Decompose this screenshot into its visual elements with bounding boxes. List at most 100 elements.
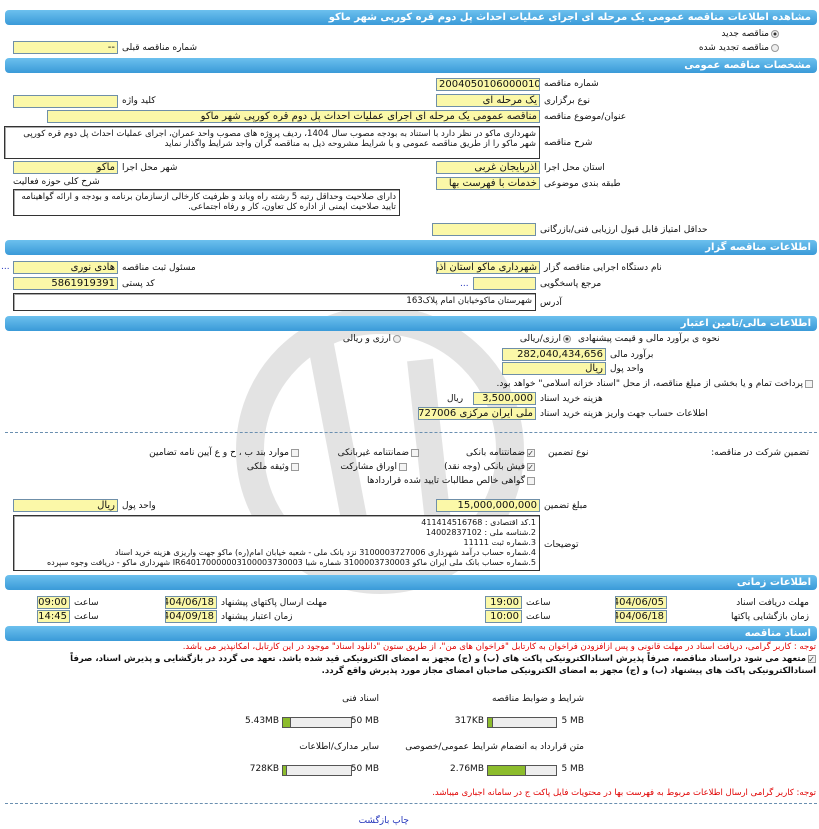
time-label: ساعت	[526, 612, 551, 622]
opening-time[interactable]: 10:00	[485, 610, 522, 623]
submit-deadline-time[interactable]: 09:00	[37, 596, 70, 609]
file-progress-fill	[283, 718, 292, 727]
prev-number-field[interactable]: --	[13, 41, 118, 54]
guarantee-nonbank[interactable]: ضمانتنامه غیربانکی	[338, 448, 419, 458]
checkbox-icon[interactable]: ✓	[808, 654, 816, 664]
holding-type-field[interactable]: یک مرحله ای	[436, 94, 540, 107]
divider	[5, 803, 817, 804]
checkbox-icon[interactable]	[291, 448, 299, 457]
city-field[interactable]: ماکو	[13, 161, 118, 174]
section-timing: اطلاعات زمانی	[5, 575, 817, 590]
submit-deadline-date[interactable]: 1404/06/18	[165, 596, 217, 609]
checkbox-label: ضمانتنامه بانکی	[466, 448, 525, 458]
radio-icon[interactable]	[771, 43, 779, 52]
subject-field[interactable]: مناقصه عمومی یک مرحله ای اجرای عملیات اح…	[47, 110, 540, 123]
responsible-label: مسئول ثبت مناقصه	[122, 263, 196, 273]
notes-label: توضیحات	[544, 540, 579, 550]
guarantee-property[interactable]: وثیقه ملکی	[247, 462, 299, 472]
file-size[interactable]: 2.76MB	[450, 764, 484, 774]
currency-field[interactable]: ریال	[502, 362, 606, 375]
radio-icon[interactable]	[563, 334, 571, 343]
section-general: مشخصات مناقصه عمومی	[5, 58, 817, 73]
responsible-more-link[interactable]: ...	[1, 262, 10, 272]
checkbox-icon[interactable]	[399, 462, 407, 471]
opening-date[interactable]: 1404/06/18	[615, 610, 667, 623]
radio-label: ارزی و ریالی	[342, 334, 391, 344]
notes-box[interactable]: 1.کد اقتصادی : 411414516768 2.شناسه ملی …	[13, 515, 540, 571]
checkbox-label: فیش بانکی (وجه نقد)	[444, 462, 525, 472]
responsible-field[interactable]: هادی نوری	[13, 261, 118, 274]
checkbox-icon[interactable]	[805, 379, 813, 388]
org-field[interactable]: شهرداری ماکو استان آذربایجان غربی	[436, 261, 540, 274]
checkbox-icon[interactable]	[411, 448, 419, 457]
submit-deadline-label: مهلت ارسال پاکتهای پیشنهاد	[221, 598, 328, 608]
checkbox-icon[interactable]: ✓	[527, 448, 535, 458]
commitment-checkbox[interactable]: ✓متعهد می شود دراسناد مناقصه، صرفاً پذیر…	[3, 653, 816, 677]
validity-time[interactable]: 14:45	[37, 610, 70, 623]
keyword-field[interactable]	[13, 95, 118, 108]
guarantee-currency-field[interactable]: ریال	[13, 499, 118, 512]
checkbox-label: اوراق مشارکت	[340, 462, 397, 472]
checkbox-icon[interactable]	[527, 476, 535, 485]
radio-currency-and-rial[interactable]: ارزی و ریالی	[343, 334, 401, 344]
radio-renewed-tender[interactable]: مناقصه تجدید شده	[699, 43, 779, 53]
print-link[interactable]: چاپ	[392, 816, 409, 826]
checkbox-label: وثیقه ملکی	[246, 462, 289, 472]
estimate-field[interactable]: 282,040,434,656	[502, 348, 606, 361]
note-line: 3.شماره ثبت 11111	[463, 538, 537, 547]
account-label: اطلاعات حساب جهت واریز هزینه خرید اسناد	[540, 409, 708, 419]
radio-icon[interactable]	[771, 29, 779, 38]
radio-new-tender[interactable]: مناقصه جدید	[721, 29, 779, 39]
min-score-field[interactable]	[432, 223, 536, 236]
checkbox-icon[interactable]: ✓	[527, 462, 535, 472]
activity-box[interactable]: دارای صلاحیت وحداقل رتبه 5 رشته راه وبان…	[13, 189, 400, 216]
section-finance: اطلاعات مالی/تامین اعتبار	[5, 316, 817, 331]
guarantee-amount-field[interactable]: 15,000,000,000	[436, 499, 540, 512]
address-box[interactable]: شهرستان ماکوخیابان امام پلاک163	[13, 293, 536, 311]
time-label: ساعت	[526, 598, 551, 608]
validity-date[interactable]: 1404/09/18	[165, 610, 217, 623]
file-size[interactable]: 728KB	[249, 764, 279, 774]
checkbox-icon[interactable]	[291, 462, 299, 471]
guarantee-bank[interactable]: ✓ضمانتنامه بانکی	[466, 448, 535, 458]
section-documents: اسناد مناقصه	[5, 626, 817, 641]
guarantee-claims-certificate[interactable]: گواهی خالص مطالبات تایید شده قراردادها	[367, 476, 535, 486]
radio-rial-currency[interactable]: ارزی/ریالی	[520, 334, 571, 344]
file-size[interactable]: 317KB	[454, 716, 484, 726]
guarantee-currency-label: واحد پول	[122, 501, 156, 511]
back-link[interactable]: بازگشت	[358, 816, 390, 826]
holding-type-label: نوع برگزاری	[544, 96, 590, 106]
tender-number-field[interactable]: 2004050106000010	[436, 78, 540, 91]
page-title: مشاهده اطلاعات مناقصه عمومی یک مرحله ای …	[5, 10, 817, 25]
radio-icon[interactable]	[393, 334, 401, 343]
guarantee-bonds[interactable]: اوراق مشارکت	[340, 462, 407, 472]
doc-fee-field[interactable]: 3,500,000	[473, 392, 536, 405]
category-label: طبقه بندی موضوعی	[544, 179, 621, 189]
checkbox-label: ضمانتنامه غیربانکی	[337, 448, 409, 458]
section-organizer: اطلاعات مناقصه گزار	[5, 240, 817, 255]
guarantee-amount-label: مبلغ تضمین	[544, 501, 588, 511]
guarantee-cash-receipt[interactable]: ✓فیش بانکی (وجه نقد)	[444, 462, 535, 472]
account-field[interactable]: ملی ایران مرکزی 100003727006	[418, 407, 536, 420]
opening-label: زمان بازگشایی پاکتها	[730, 612, 809, 622]
reference-more-link[interactable]: ...	[460, 279, 469, 289]
treasury-checkbox[interactable]: پرداخت تمام و یا بخشی از مبلغ مناقصه، از…	[496, 379, 813, 389]
activity-label: شرح کلی حوزه فعالیت	[13, 177, 100, 187]
file-size[interactable]: 5.43MB	[245, 716, 279, 726]
guarantee-regulation-items[interactable]: موارد بند ب ، ح و ع آیین نامه تضامین	[149, 448, 299, 458]
province-field[interactable]: آذربایجان غربی	[436, 161, 540, 174]
currency-label: واحد پول	[610, 364, 644, 374]
description-box[interactable]: شهرداری ماکو در نظر دارد با استناد به بو…	[4, 126, 540, 159]
category-field[interactable]: خدمات با فهرست بها	[436, 177, 540, 190]
doc-deadline-time[interactable]: 19:00	[485, 596, 522, 609]
guarantee-title: تضمین شرکت در مناقصه:	[711, 448, 809, 458]
doc-deadline-date[interactable]: 1404/06/05	[615, 596, 667, 609]
divider	[5, 432, 817, 433]
postal-code-label: کد پستی	[122, 279, 155, 289]
note-line: 1.کد اقتصادی : 411414516768	[421, 518, 536, 527]
reference-field[interactable]	[473, 277, 536, 290]
file-label: اسناد فنی	[342, 694, 379, 704]
reference-label: مرجع پاسخگویی	[540, 279, 602, 289]
guarantee-type-label: نوع تضمین	[548, 448, 589, 458]
postal-code-field[interactable]: 5861919391	[13, 277, 118, 290]
